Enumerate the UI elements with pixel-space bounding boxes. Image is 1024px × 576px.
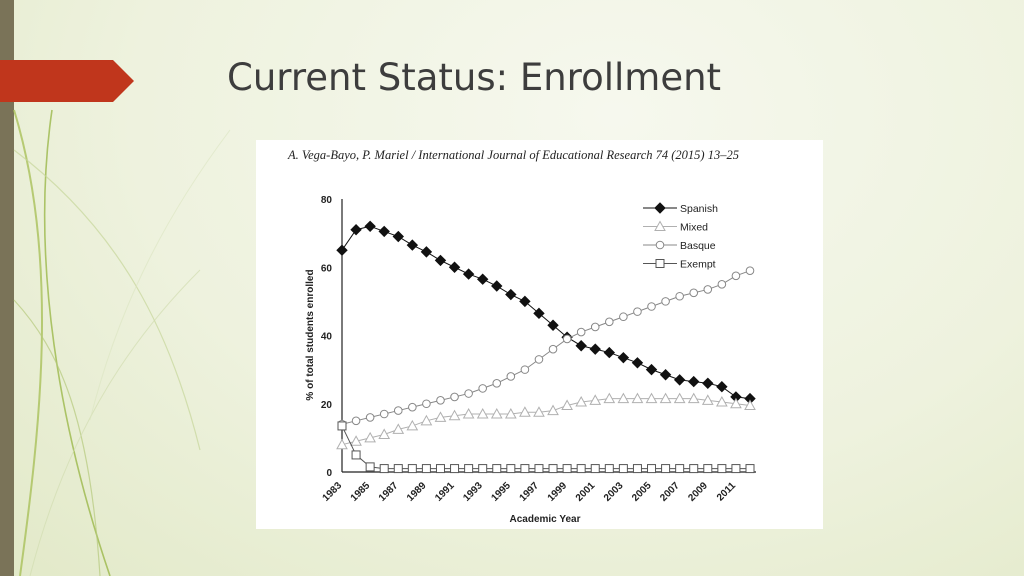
left-accent-bar [0,0,14,576]
figure-citation: A. Vega-Bayo, P. Mariel / International … [288,148,739,162]
figure-panel [256,140,823,529]
page-title: Current Status: Enrollment [227,56,722,99]
title-arrow-tab [0,60,134,102]
decorative-leaf-lines [13,109,231,576]
